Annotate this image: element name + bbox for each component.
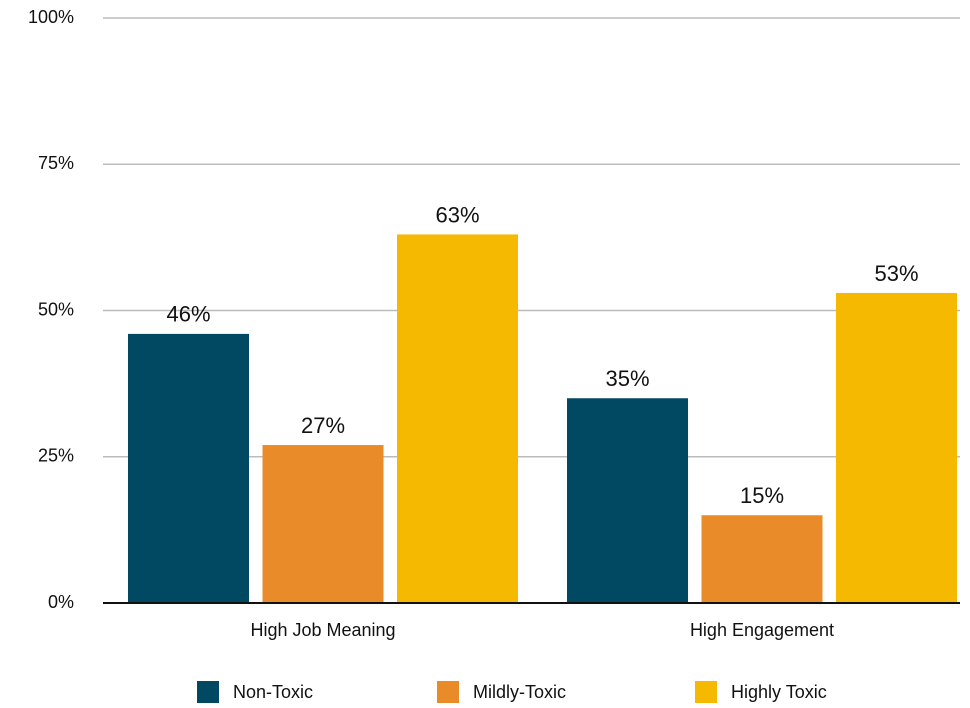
legend-swatch (695, 681, 717, 703)
legend-label: Highly Toxic (731, 682, 827, 702)
data-label: 27% (301, 413, 345, 438)
bar (567, 398, 688, 603)
bar (397, 234, 518, 603)
y-tick-label: 25% (38, 446, 74, 466)
legend-swatch (437, 681, 459, 703)
data-label: 46% (166, 302, 210, 327)
x-tick-label: High Job Meaning (250, 620, 395, 640)
y-tick-label: 50% (38, 299, 74, 319)
y-tick-label: 100% (28, 7, 74, 27)
data-label: 63% (435, 202, 479, 227)
y-tick-label: 0% (48, 592, 74, 612)
data-label: 15% (740, 483, 784, 508)
legend-label: Non-Toxic (233, 682, 313, 702)
y-tick-label: 75% (38, 153, 74, 173)
bar (701, 515, 823, 603)
bar (128, 333, 249, 603)
bar (262, 445, 384, 603)
x-tick-label: High Engagement (690, 620, 834, 640)
data-label: 53% (874, 261, 918, 286)
legend-label: Mildly-Toxic (473, 682, 566, 702)
bar (836, 292, 957, 603)
data-label: 35% (605, 366, 649, 391)
legend-swatch (197, 681, 219, 703)
